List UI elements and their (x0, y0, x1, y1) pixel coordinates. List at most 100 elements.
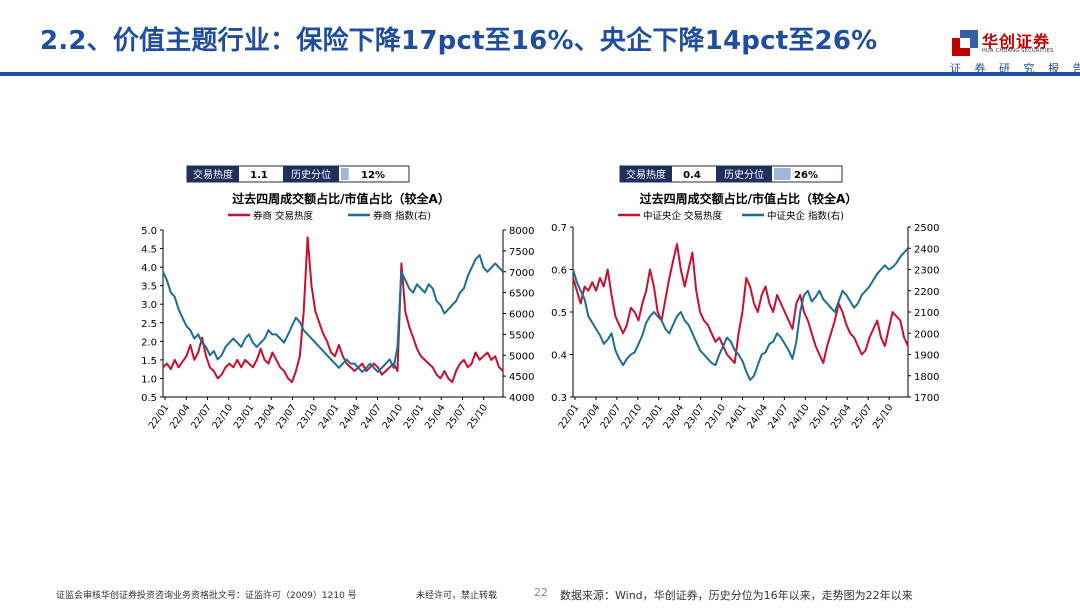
chart-2-x-tick-label-2: 22/07 (599, 402, 624, 431)
chart-2-left-tick-label-0: 0.3 (551, 393, 567, 404)
chart-1-right-tick-label-3: 5500 (509, 330, 534, 341)
chart-1-series-line-1 (162, 236, 504, 384)
chart-2-right-tick-label-2: 1900 (914, 351, 939, 362)
chart-1-legend-label-2: 券商 指数(右) (373, 210, 431, 222)
chart-1-right-tick-label-4: 6000 (509, 310, 534, 321)
chart-1-x-tick-label-15: 25/10 (465, 402, 490, 431)
chart-1-title: 过去四周成交额占比/市值占比（较全A） (232, 191, 450, 206)
chart-2-right-tick-label-3: 2000 (914, 329, 939, 340)
chart-1-legend-label-1: 券商 交易热度 (253, 210, 314, 222)
chart-1-right-tick-label-7: 7500 (509, 247, 534, 258)
chart-1-left-tick-label-4: 2.5 (141, 319, 157, 330)
chart-2-left-tick-label-4: 0.7 (551, 223, 567, 234)
chart-2-x-tick-label-5: 23/04 (661, 402, 686, 431)
chart-1-left-tick-label-3: 2.0 (141, 337, 157, 348)
chart-2-x-tick-label-10: 24/07 (766, 402, 791, 431)
chart-2-right-tick-label-5: 2200 (914, 287, 939, 298)
page-title: 2.2、价值主题行业：保险下降17pct至16%、央企下降14pct至26% (40, 26, 878, 56)
chart-1-x-tick-label-10: 24/07 (359, 402, 384, 431)
chart-2-right-tick-label-8: 2500 (914, 223, 939, 234)
chart-2-heat-label: 交易热度 (626, 168, 666, 181)
brand-logo: 华创证券 HUA CHUANG SECURITIES (952, 26, 1072, 60)
chart-2-left-tick-label-1: 0.4 (551, 351, 567, 362)
chart-2-x-tick-label-12: 25/01 (808, 402, 833, 431)
chart-2-legend-label-1: 中证央企 交易热度 (643, 210, 723, 222)
chart-2-x-tick-label-4: 23/01 (640, 402, 665, 431)
brand-subtitle: HUA CHUANG SECURITIES (982, 48, 1054, 54)
header-divider (0, 72, 1080, 76)
chart-1-pct-label: 历史分位 (291, 168, 331, 181)
brand-mark-icon (952, 30, 978, 56)
chart-1-right-tick-label-8: 8000 (509, 226, 534, 237)
chart-1-heat-label: 交易热度 (193, 168, 233, 181)
chart-1-x-tick-label-14: 25/07 (444, 402, 469, 431)
chart-1-right-tick-label-2: 5000 (509, 351, 534, 362)
chart-1-x-tick-label-5: 23/04 (253, 402, 278, 431)
chart-1-right-tick-label-1: 4500 (509, 372, 534, 383)
chart-1-right-tick-label-0: 4000 (509, 393, 534, 404)
chart-1-left-tick-label-2: 1.5 (141, 356, 157, 367)
chart-2-x-tick-label-11: 24/10 (787, 402, 812, 431)
report-label: 证 券 研 究 报 告 (950, 62, 1080, 75)
chart-1-left-tick-label-1: 1.0 (141, 374, 157, 385)
chart-2-x-tick-label-6: 23/07 (682, 402, 707, 431)
chart-1-x-tick-label-4: 23/01 (232, 402, 257, 431)
data-source: 数据来源：Wind，华创证券，历史分位为16年以来，走势图为22年以来 (560, 589, 913, 602)
chart-2-right-tick-label-1: 1800 (914, 372, 939, 383)
chart-1-series-line-2 (162, 254, 504, 373)
chart-1-right-tick-label-6: 7000 (509, 268, 534, 279)
chart-1-right-tick-label-5: 6500 (509, 289, 534, 300)
chart-2-x-tick-label-1: 22/04 (578, 402, 603, 431)
chart-1-heat-value: 1.1 (250, 170, 268, 181)
chart-2-x-tick-label-8: 24/01 (724, 402, 749, 431)
chart-2-pct-value: 26% (794, 170, 818, 181)
chart-2-series-line-1 (572, 243, 909, 364)
brand-name: 华创证券 (982, 32, 1051, 51)
footer-notice: 未经许可，禁止转载 (416, 591, 498, 601)
chart-1-x-tick-label-6: 23/07 (274, 402, 299, 431)
chart-1-left-tick-label-5: 3.0 (141, 300, 157, 311)
chart-1-x-tick-label-11: 24/10 (380, 402, 405, 431)
chart-1-x-tick-label-1: 22/04 (168, 402, 193, 431)
chart-2-heat-label-bg (620, 166, 672, 182)
chart-2-x-tick-label-7: 23/10 (703, 402, 728, 431)
chart-1-x-tick-label-7: 23/10 (295, 402, 320, 431)
chart-2-pct-bar (774, 168, 791, 180)
footer-license: 证监会审核华创证券投资咨询业务资格批文号：证监许可（2009）1210 号 (56, 591, 357, 601)
chart-2-right-tick-label-6: 2300 (914, 266, 939, 277)
chart-2-x-tick-label-15: 25/10 (871, 402, 896, 431)
chart-2-pct-label-bg (716, 166, 772, 182)
chart-2-right-tick-label-7: 2400 (914, 244, 939, 255)
chart-1-left-tick-label-9: 5.0 (141, 226, 157, 237)
chart-1-x-tick-label-12: 25/01 (402, 402, 427, 431)
page-number: 22 (534, 586, 548, 599)
chart-1-left-tick-label-8: 4.5 (141, 245, 157, 256)
chart-1-x-tick-label-2: 22/07 (189, 402, 214, 431)
chart-2-x-tick-label-0: 22/01 (557, 402, 582, 431)
chart-2-legend-label-2: 中证央企 指数(右) (767, 210, 844, 222)
chart-1-pct-label-bg (283, 166, 339, 182)
chart-1-x-tick-label-8: 24/01 (317, 402, 342, 431)
chart-1-x-tick-label-9: 24/04 (338, 402, 363, 431)
chart-1-x-tick-label-3: 22/10 (210, 402, 235, 431)
chart-2-x-tick-label-9: 24/04 (745, 402, 770, 431)
chart-2-right-tick-label-0: 1700 (914, 393, 939, 404)
chart-2-pct-label: 历史分位 (724, 168, 764, 181)
chart-1-pct-value: 12% (361, 170, 385, 181)
chart-2-left-tick-label-2: 0.5 (551, 308, 567, 319)
chart-1-left-tick-label-6: 3.5 (141, 282, 157, 293)
chart-2-heat-value: 0.4 (683, 170, 701, 181)
chart-2-left-tick-label-3: 0.6 (551, 266, 567, 277)
chart-1-left-tick-label-7: 4.0 (141, 263, 157, 274)
chart-2-x-tick-label-3: 22/10 (620, 402, 645, 431)
chart-1-x-tick-label-13: 25/04 (423, 402, 448, 431)
chart-2-right-tick-label-4: 2100 (914, 308, 939, 319)
chart-1-heat-label-bg (187, 166, 239, 182)
chart-2-series-line-2 (572, 247, 909, 381)
chart-1-pct-bar (341, 168, 349, 180)
chart-2-x-tick-label-14: 25/07 (850, 402, 875, 431)
chart-1-x-tick-label-0: 22/01 (147, 402, 172, 431)
chart-2-title: 过去四周成交额占比/市值占比（较全A） (640, 191, 858, 206)
chart-1-left-tick-label-0: 0.5 (141, 393, 157, 404)
